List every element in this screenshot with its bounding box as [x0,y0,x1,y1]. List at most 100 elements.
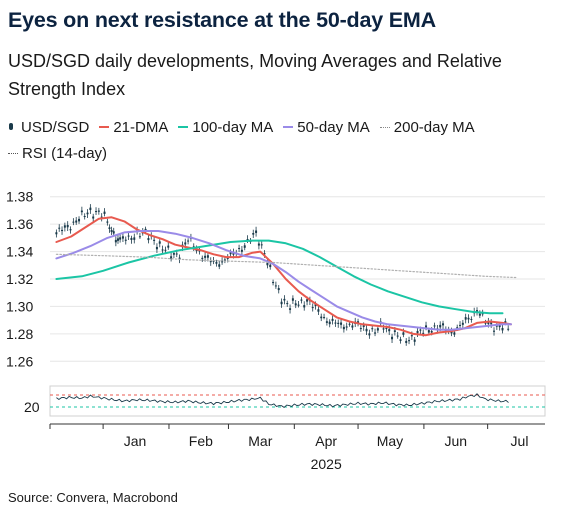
price-y-tick-label: 1.30 [6,298,33,314]
usdsgd-candle-body [61,229,64,232]
usdsgd-candle-body [243,245,246,248]
usdsgd-candle-body [402,332,405,335]
price-y-tick-label: 1.36 [6,216,33,232]
x-tick-label-jan: Jan [124,433,147,449]
usdsgd-candle-body [303,305,306,308]
usdsgd-candle-body [75,220,78,223]
usdsgd-candle-body [374,332,377,334]
usdsgd-candle-body [147,238,150,241]
usdsgd-candle-body [393,330,396,332]
line-swatch-200ma [379,126,390,128]
usdsgd-candle-body [362,325,365,327]
line-swatch-21dma [99,126,110,128]
usdsgd-candle-body [89,207,92,211]
usdsgd-candle-body [507,328,510,330]
price-y-tick-label: 1.28 [6,326,33,342]
usdsgd-candle-body [269,264,272,268]
usdsgd-candle-body [286,303,289,305]
usdsgd-candle-body [155,246,158,250]
usdsgd-candle-body [481,313,484,315]
line-swatch-100ma [178,126,189,128]
rsi-frame [49,385,546,417]
price-y-axis: 1.26 1.28 1.30 1.32 1.34 1.36 1.38 [6,189,33,370]
usdsgd-candle-body [83,216,86,218]
line-swatch-50ma [283,126,294,128]
usdsgd-candle-body [306,299,309,302]
usdsgd-candle-body [461,322,464,325]
usdsgd-candle-body [456,327,459,329]
usdsgd-candle-body [86,212,89,215]
usdsgd-candle-body [55,232,58,235]
usdsgd-candle-body [294,303,297,306]
usdsgd-candle-body [359,328,362,330]
usdsgd-candle-body [416,330,419,334]
usdsgd-candle-body [206,255,209,258]
series-line-dma21 [55,216,512,337]
usdsgd-candle-body [246,239,249,241]
x-tick-label-jul: Jul [511,433,529,449]
usdsgd-candle-body [504,321,507,323]
usdsgd-candle-body [229,251,232,255]
usdsgd-candle-body [172,253,175,255]
usdsgd-candle-body [342,326,345,330]
usdsgd-candle-body [66,224,69,228]
usdsgd-candle-body [63,225,66,228]
usdsgd-candle-body [291,298,294,301]
usdsgd-candle-body [274,285,277,287]
series-line-rsi [56,393,509,408]
usdsgd-candle-body [396,335,399,337]
usdsgd-candle-body [238,247,241,249]
usdsgd-candle-body [408,340,411,342]
usdsgd-candle-body [106,221,109,223]
series-line-ma100 [55,239,504,315]
usdsgd-candle-body [212,260,215,262]
series-line-ma200 [55,253,518,279]
usdsgd-candle-body [439,324,442,328]
usdsgd-candle-body [345,326,348,328]
usdsgd-candle-body [133,237,136,240]
usdsgd-candle-body [124,239,127,241]
candle-icon [8,122,16,132]
line-swatch-rsi [8,152,18,154]
usdsgd-candle-body [167,245,170,248]
usdsgd-candle-body [498,325,501,328]
usdsgd-candle-body [108,227,111,229]
usdsgd-candle-body [328,321,331,325]
usdsgd-candle-body [325,321,328,323]
usdsgd-candle-body [385,328,388,330]
x-tick-label-may: May [377,433,403,449]
price-y-tick-label: 1.32 [6,271,33,287]
legend-row-2: RSI (14-day) [8,142,564,164]
usdsgd-candle-body [331,318,334,321]
usdsgd-candle-body [58,227,61,229]
usdsgd-candle-body [184,242,187,245]
usdsgd-candle-body [119,237,122,240]
rsi-panel: 20 [24,385,546,417]
usdsgd-candle-body [427,330,430,333]
usdsgd-candle-body [453,332,456,335]
usdsgd-candle-body [116,238,119,241]
usdsgd-candle-body [337,322,340,324]
usdsgd-candle-body [130,237,133,240]
chart-title: Eyes on next resistance at the 50-day EM… [8,8,436,32]
price-y-tick-label: 1.34 [6,244,33,260]
usdsgd-candle-body [484,322,487,324]
usdsgd-candle-body [223,259,226,261]
usdsgd-candle-body [470,318,473,320]
usdsgd-candle-body [368,333,371,336]
usdsgd-candle-body [209,260,212,263]
price-gridlines [50,196,545,362]
legend-label-100ma: 100-day MA [192,118,274,136]
usdsgd-candle-body [300,299,303,301]
usdsgd-candle-body [351,325,354,328]
usdsgd-candle-body [161,249,164,251]
usdsgd-candle-body [450,331,453,334]
usdsgd-candle-body [317,309,320,312]
usdsgd-candle-body [218,264,221,267]
usdsgd-candle-body [501,327,504,331]
usdsgd-candle-body [257,243,260,246]
usdsgd-candle-body [80,210,83,213]
legend-item-rsi: RSI (14-day) [8,145,107,162]
x-tick-label-mar: Mar [248,433,272,449]
